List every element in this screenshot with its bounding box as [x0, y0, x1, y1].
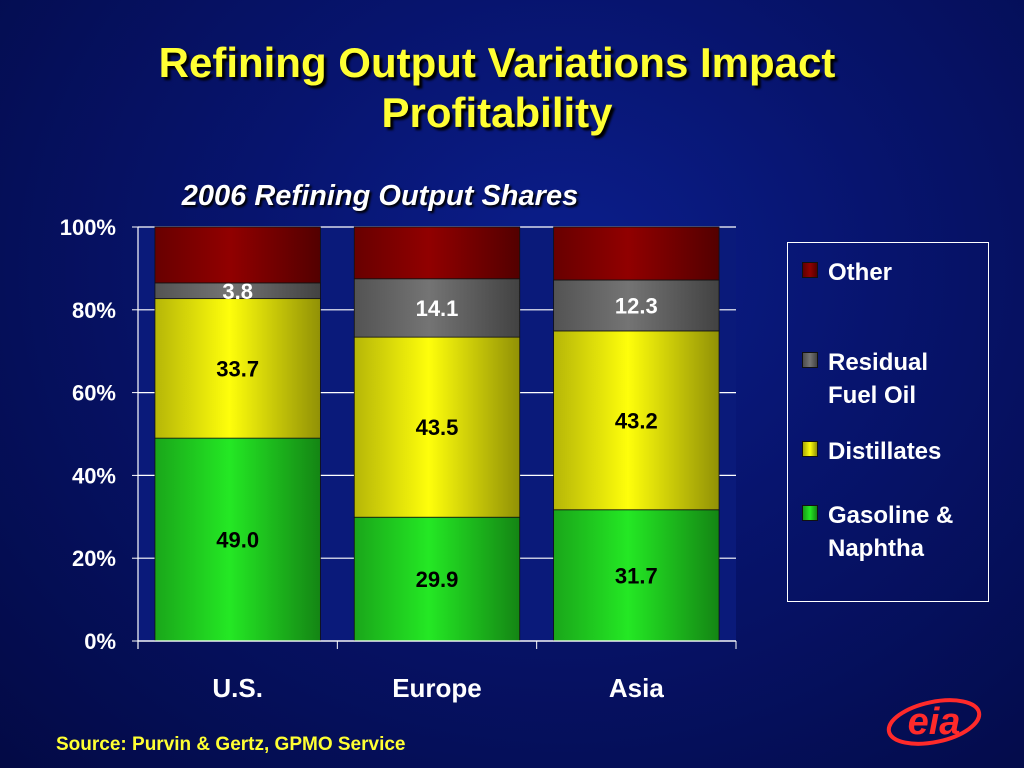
- y-tick-label: 100%: [60, 215, 116, 240]
- data-label: 43.5: [416, 415, 459, 440]
- bar-segment: [353, 226, 521, 280]
- bar-segment: [553, 226, 720, 281]
- bar-segment: [553, 330, 720, 511]
- x-tick-label: U.S.: [212, 673, 263, 703]
- legend-label-gasoline: Gasoline & Naphtha: [828, 502, 954, 562]
- data-label: 33.7: [216, 356, 259, 381]
- page-title: Refining Output Variations Impact Profit…: [0, 38, 994, 138]
- y-tick-label: 40%: [72, 463, 116, 488]
- chart-legend: Gasoline & Naphtha Distillates Residual …: [787, 242, 989, 602]
- bar-segment: [553, 509, 720, 642]
- x-tick-label: Asia: [609, 673, 664, 703]
- y-tick-label: 0%: [84, 629, 116, 654]
- x-tick-label: Europe: [392, 673, 482, 703]
- legend-label-distillates: Distillates: [828, 438, 942, 465]
- chart-title: 2006 Refining Output Shares: [181, 180, 579, 212]
- y-tick-label: 60%: [72, 381, 116, 406]
- legend-swatch-residual: [802, 352, 818, 368]
- logo-text: eia: [908, 701, 961, 743]
- bar-segment: [154, 226, 321, 284]
- bar-segment: [353, 336, 521, 518]
- data-label: 3.8: [222, 279, 253, 304]
- legend-swatch-gasoline: [802, 505, 818, 521]
- bar-segment: [553, 279, 720, 332]
- data-label: 12.3: [615, 293, 658, 318]
- source-note: Source: Purvin & Gertz, GPMO Service: [56, 734, 406, 755]
- legend-swatch-other: [802, 262, 818, 278]
- data-label: 31.7: [615, 563, 658, 588]
- data-label: 49.0: [216, 528, 259, 553]
- legend-label-other: Other: [828, 259, 893, 286]
- bar-segment: [154, 298, 321, 439]
- data-label: 43.2: [615, 408, 658, 433]
- legend-label-residual: Residual Fuel Oil: [828, 349, 929, 409]
- y-tick-label: 20%: [72, 546, 116, 571]
- eia-logo: eia: [886, 698, 982, 746]
- bar-segment: [353, 278, 521, 338]
- title-line-1: Refining Output Variations Impact: [158, 39, 836, 86]
- legend-swatch-distillates: [802, 441, 818, 457]
- y-tick-label: 80%: [72, 298, 116, 323]
- data-label: 29.9: [416, 567, 459, 592]
- data-label: 14.1: [416, 296, 459, 321]
- title-line-2: Profitability: [381, 89, 613, 136]
